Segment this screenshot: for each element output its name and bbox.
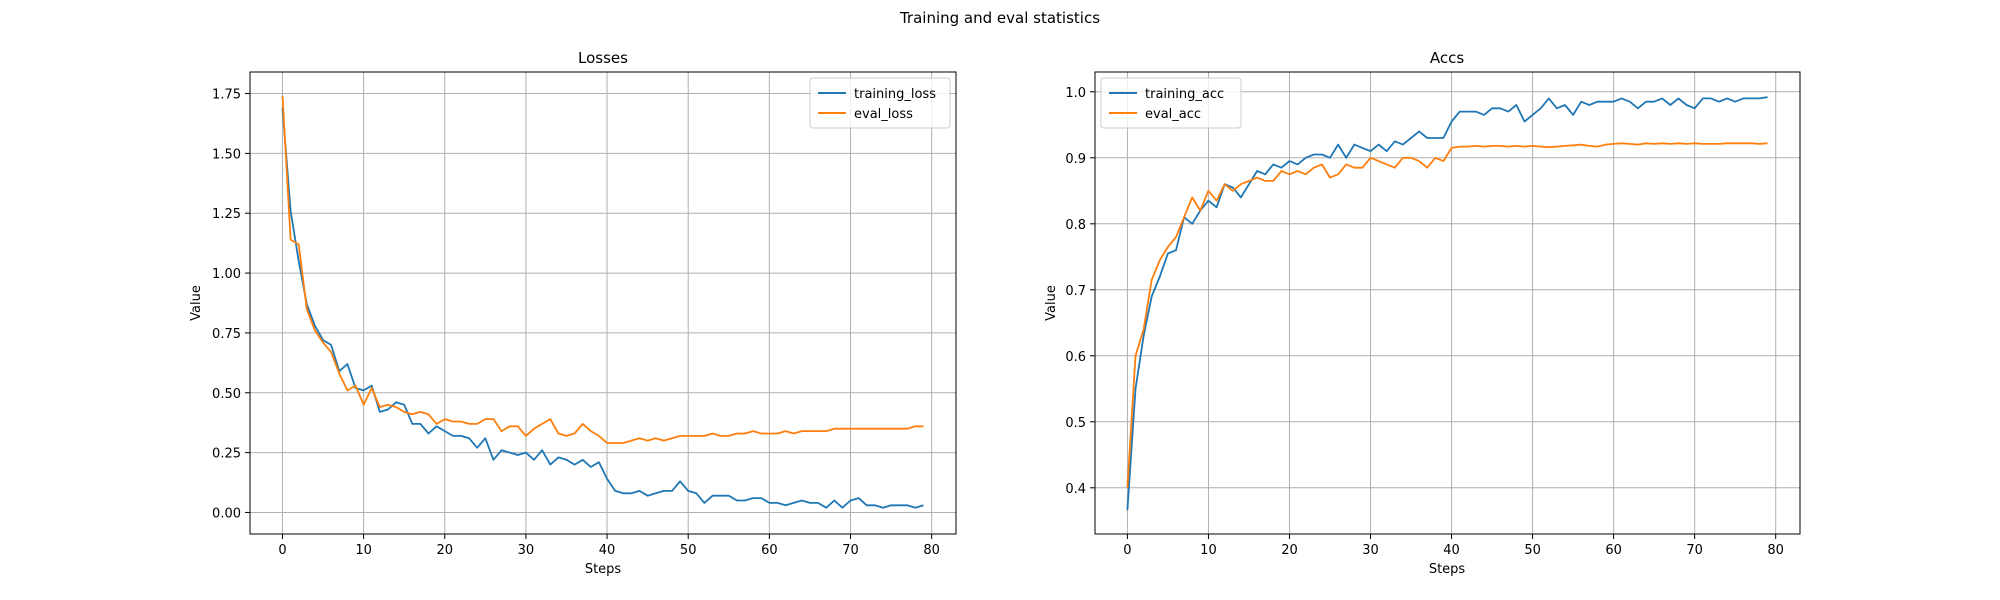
losses-legend-box [809, 77, 951, 129]
losses-xtick-label: 30 [518, 543, 535, 558]
accs-legend-box [1100, 77, 1242, 129]
accs-ytick-label: 0.4 [1065, 482, 1086, 497]
losses-ytick-label: 1.75 [212, 88, 241, 103]
figure-title: Training and eval statistics [899, 9, 1100, 27]
accs-ytick-label: 0.7 [1065, 284, 1086, 299]
losses-ytick-label: 1.00 [212, 267, 241, 282]
eval_loss-legend-label: eval_loss [854, 107, 913, 122]
training_loss-line [281, 107, 924, 509]
accs-xtick-label: 50 [1524, 543, 1541, 558]
accs-legend: training_acc eval_acc [1100, 77, 1242, 129]
losses-xlabel: Steps [585, 562, 622, 577]
accs-ytick-label: 0.6 [1065, 350, 1086, 365]
losses-ytick-label: 0.75 [212, 327, 241, 342]
losses-xtick-label: 20 [436, 543, 453, 558]
accs-ytick-label: 1.0 [1065, 86, 1086, 101]
accs-xtick-label: 10 [1200, 543, 1217, 558]
eval_acc-line [1126, 142, 1768, 488]
eval_loss-line [281, 95, 924, 444]
losses-xtick-label: 10 [355, 543, 372, 558]
accs-xlabel: Steps [1429, 562, 1466, 577]
losses-xtick-label: 80 [923, 543, 940, 558]
accs-xtick-label: 40 [1443, 543, 1460, 558]
losses-plot-frame [249, 71, 957, 535]
losses-ytick-label: 0.25 [212, 447, 241, 462]
eval_acc-legend-label: eval_acc [1145, 107, 1201, 122]
losses-xtick-label: 50 [680, 543, 697, 558]
losses-panel: 0 10 20 30 40 50 60 70 80 0.00 0.25 0.50 0.75 1.00 1.2… [189, 49, 957, 577]
accs-xtick-label: 0 [1123, 543, 1131, 558]
accs-title: Accs [1430, 49, 1464, 67]
training_acc-legend-label: training_acc [1145, 87, 1224, 102]
accs-xtick-label: 80 [1767, 543, 1784, 558]
losses-xtick-label: 40 [599, 543, 616, 558]
accs-ylabel: Value [1044, 285, 1059, 321]
losses-ytick-label: 0.00 [212, 506, 241, 521]
losses-ytick-label: 1.25 [212, 207, 241, 222]
accs-ytick-label: 0.5 [1065, 416, 1086, 431]
losses-title: Losses [578, 49, 628, 67]
losses-legend: training_loss eval_loss [809, 77, 951, 129]
losses-xtick-label: 60 [761, 543, 778, 558]
training_loss-legend-label: training_loss [854, 87, 936, 102]
accs-xtick-label: 70 [1686, 543, 1703, 558]
losses-xtick-label: 70 [842, 543, 859, 558]
accs-xtick-label: 20 [1281, 543, 1298, 558]
losses-xtick-label: 0 [278, 543, 286, 558]
accs-plot-frame [1094, 71, 1801, 535]
accs-ytick-label: 0.8 [1065, 218, 1086, 233]
losses-ylabel: Value [189, 285, 204, 321]
accs-xtick-label: 30 [1362, 543, 1379, 558]
accs-xtick-label: 60 [1605, 543, 1622, 558]
losses-ytick-label: 0.50 [212, 387, 241, 402]
losses-ytick-label: 1.50 [212, 147, 241, 162]
accs-ytick-label: 0.9 [1065, 152, 1086, 167]
accs-panel: 0 10 20 30 40 50 60 70 80 0.4 0.5 0.6 0.7 0.8 0.9 1.0 A… [1044, 49, 1801, 577]
training_acc-line [1126, 96, 1768, 511]
